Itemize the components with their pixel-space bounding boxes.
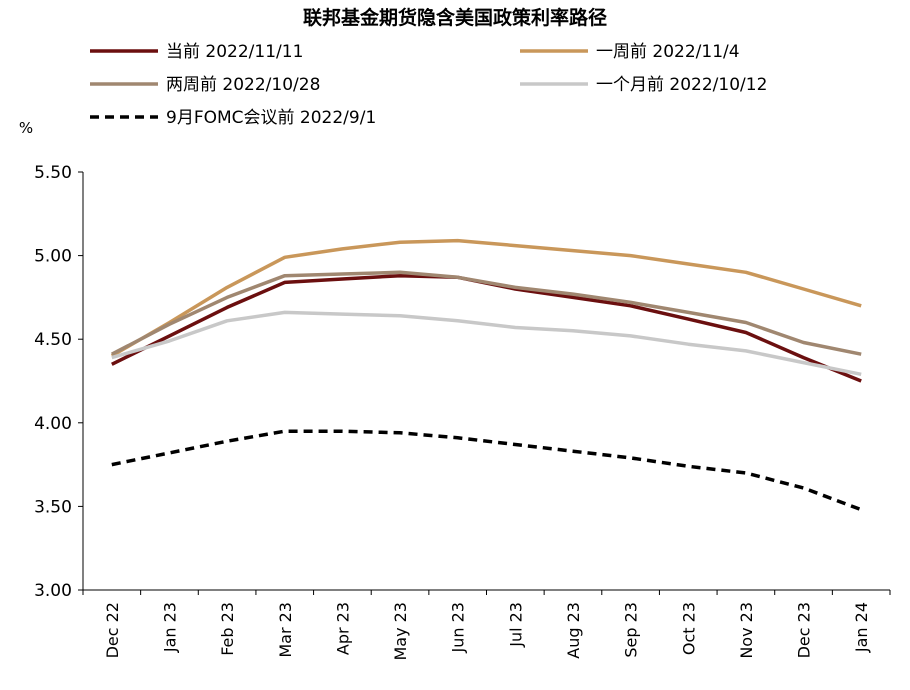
legend: 当前 2022/11/11 一周前 2022/11/4 两周前 2022/10/28… xyxy=(90,42,767,128)
y-tick-label: 3.50 xyxy=(34,497,72,517)
legend-label-2: 两周前 2022/10/28 xyxy=(166,75,320,95)
legend-label-4: 9月FOMC会议前 2022/9/1 xyxy=(166,108,376,128)
series-line-4 xyxy=(111,429,862,512)
y-tick-label: 5.50 xyxy=(34,163,72,183)
x-tick-label: Feb 23 xyxy=(218,602,237,656)
chart-title: 联邦基金期货隐含美国政策利率路径 xyxy=(303,6,607,29)
y-tick-label: 3.00 xyxy=(34,581,72,601)
x-tick-label: Jun 23 xyxy=(449,602,468,653)
x-tick-label: Mar 23 xyxy=(276,602,295,658)
x-axis-ticks: Dec 22 Jan 23 Feb 23 Mar 23 Apr 23 May 23 Jun … xyxy=(82,590,891,661)
x-tick-label: Apr 23 xyxy=(333,602,352,655)
series-group xyxy=(110,238,862,512)
x-tick-label: Jan 23 xyxy=(160,602,179,653)
x-tick-label: Dec 22 xyxy=(103,602,122,658)
series-line-1 xyxy=(110,238,862,358)
y-tick-label: 4.50 xyxy=(34,330,72,350)
x-tick-label: Sep 23 xyxy=(622,602,641,658)
y-tick-label: 4.00 xyxy=(34,414,72,434)
x-tick-label: Dec 23 xyxy=(795,602,814,658)
x-tick-label: Jan 24 xyxy=(852,602,871,653)
legend-label-1: 一周前 2022/11/4 xyxy=(596,42,740,62)
legend-label-0: 当前 2022/11/11 xyxy=(166,42,303,62)
y-tick-label: 5.00 xyxy=(34,247,72,267)
series-line-3 xyxy=(111,310,862,377)
x-tick-label: Nov 23 xyxy=(737,602,756,659)
series-line-0 xyxy=(111,273,862,383)
x-tick-label: Jul 23 xyxy=(506,602,525,648)
y-axis-ticks: 3.00 3.50 4.00 4.50 5.00 5.50 xyxy=(34,163,83,601)
x-tick-label: Aug 23 xyxy=(564,602,583,659)
legend-label-3: 一个月前 2022/10/12 xyxy=(596,75,767,95)
series-line-2 xyxy=(110,270,862,356)
y-axis-unit-label: % xyxy=(19,119,33,137)
x-tick-label: Oct 23 xyxy=(679,602,698,655)
x-tick-label: May 23 xyxy=(391,602,410,661)
